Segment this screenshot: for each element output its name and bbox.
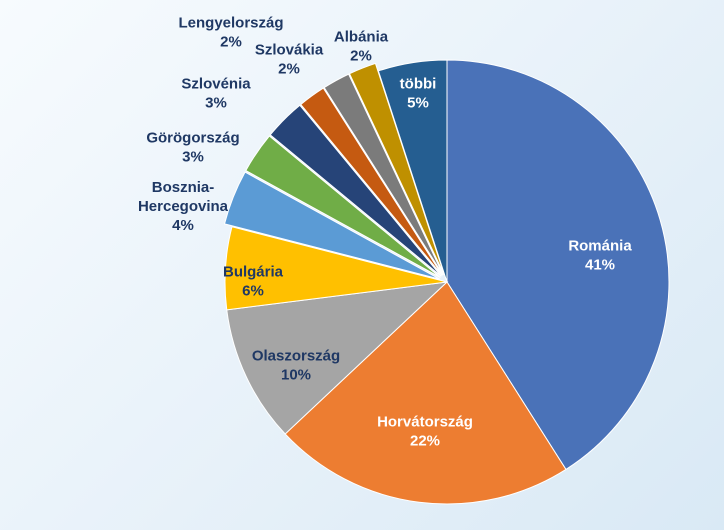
pie-slice [323,73,444,276]
pie-slice [348,62,445,275]
slice-label: Bosznia- [152,179,215,196]
pie-slice [226,281,449,435]
slice-value-label: 2% [220,33,242,50]
slice-value-label: 5% [407,94,429,111]
pie-slice [377,59,448,283]
pie-slice [223,171,440,280]
slice-value-label: 3% [205,94,227,111]
pie-slice [446,59,670,471]
pie-slice [300,87,443,276]
slice-label: többi [400,75,437,92]
pie-slice [224,226,448,311]
slice-label: Szlovákia [255,41,324,58]
slice-value-label: 22% [410,432,440,449]
slice-value-label: 10% [281,366,311,383]
slice-label: Lengyelország [178,14,283,31]
slice-value-label: 6% [242,282,264,299]
slice-value-label: 2% [350,47,372,64]
pie-slice [245,135,441,278]
slice-label: Olaszország [252,347,340,364]
slice-value-label: 41% [585,256,615,273]
slice-label: Görögország [146,129,239,146]
pie-slice [269,104,442,277]
slice-value-label: 4% [172,217,194,234]
slice-value-label: 2% [278,60,300,77]
slice-label: Horvátország [377,413,473,430]
slice-label: Albánia [334,28,389,45]
pie-slice [284,281,567,505]
slice-label: Románia [568,237,632,254]
slice-label: Szlovénia [181,75,251,92]
slice-value-label: 3% [182,148,204,165]
slice-label: Hercegovina [138,198,229,215]
slice-label: Bulgária [223,263,284,280]
